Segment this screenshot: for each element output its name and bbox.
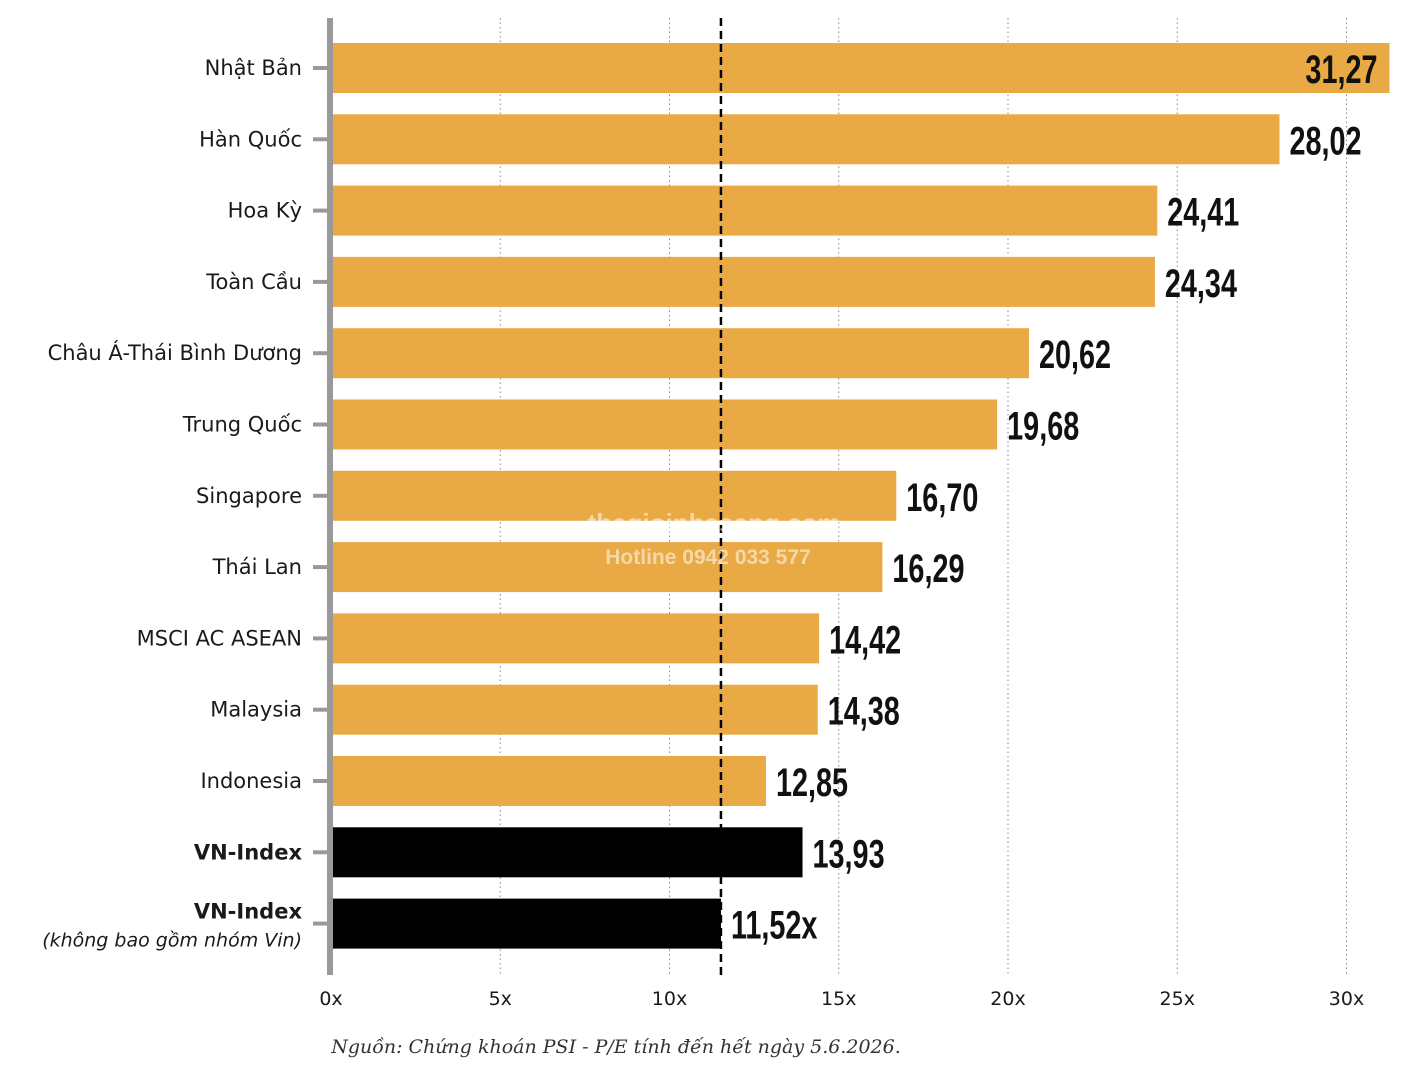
category-label: Nhật Bản: [205, 56, 302, 80]
bar: [331, 328, 1029, 379]
category-label: MSCI AC ASEAN: [137, 626, 302, 650]
watermark-hotline: Hotline 0942 033 577: [605, 546, 810, 569]
bars: [331, 43, 1390, 949]
category-label: Thái Lan: [212, 555, 302, 579]
category-label: Singapore: [196, 484, 302, 508]
value-label: 12,85: [776, 760, 848, 805]
value-label: 20,62: [1039, 333, 1111, 378]
bar: [331, 827, 803, 878]
labels: 0x 5x 10x 15x 20x 25x 30x Nhật Bản 31,27 Hàn Quốc…: [42, 47, 1377, 1010]
value-label: 11,52x: [731, 903, 818, 948]
x-tick-label: 10x: [652, 988, 687, 1010]
category-label: Malaysia: [210, 698, 302, 722]
x-tick-label: 30x: [1329, 988, 1364, 1010]
category-label: Indonesia: [200, 769, 302, 793]
value-label: 19,68: [1007, 404, 1079, 449]
category-sublabel: (không bao gồm nhóm Vin): [42, 930, 302, 952]
x-tick-label: 25x: [1160, 988, 1195, 1010]
bar: [331, 114, 1280, 165]
bar: [331, 399, 998, 450]
value-label: 13,93: [813, 832, 885, 877]
category-label: VN-Index: [194, 840, 303, 864]
bar: [331, 898, 721, 949]
bar: [331, 256, 1155, 307]
value-label: 14,42: [829, 618, 901, 663]
category-label: Hoa Kỳ: [228, 199, 302, 223]
value-label: 16,70: [906, 475, 978, 520]
value-label: 14,38: [828, 689, 900, 734]
value-label: 28,02: [1289, 119, 1361, 164]
value-label: 24,34: [1165, 261, 1238, 306]
bar: [331, 613, 820, 664]
category-label: VN-Index: [194, 900, 303, 924]
x-tick-label: 5x: [489, 988, 512, 1010]
bar: [331, 756, 766, 806]
category-label: Châu Á-Thái Bình Dương: [48, 340, 302, 365]
bar: [331, 684, 818, 735]
bar: [331, 470, 897, 521]
category-label: Hàn Quốc: [199, 127, 302, 151]
source-note: Nguồn: Chứng khoán PSI - P/E tính đến hế…: [331, 1036, 901, 1058]
watermark-site: thegioinhasang.com: [588, 508, 841, 538]
bar: [331, 185, 1158, 236]
x-tick-label: 0x: [319, 988, 342, 1010]
x-tick-label: 15x: [821, 988, 856, 1010]
x-tick-label: 20x: [990, 988, 1025, 1010]
watermark: thegioinhasang.com Hotline 0942 033 577: [588, 508, 841, 569]
value-label: 16,29: [892, 547, 964, 592]
category-label: Toàn Cầu: [205, 270, 302, 294]
bar: [331, 43, 1390, 93]
axes: [313, 18, 333, 975]
value-label: 24,41: [1167, 190, 1239, 235]
value-label: 31,27: [1305, 47, 1377, 92]
category-label: Trung Quốc: [182, 413, 302, 437]
bar: [331, 542, 883, 593]
